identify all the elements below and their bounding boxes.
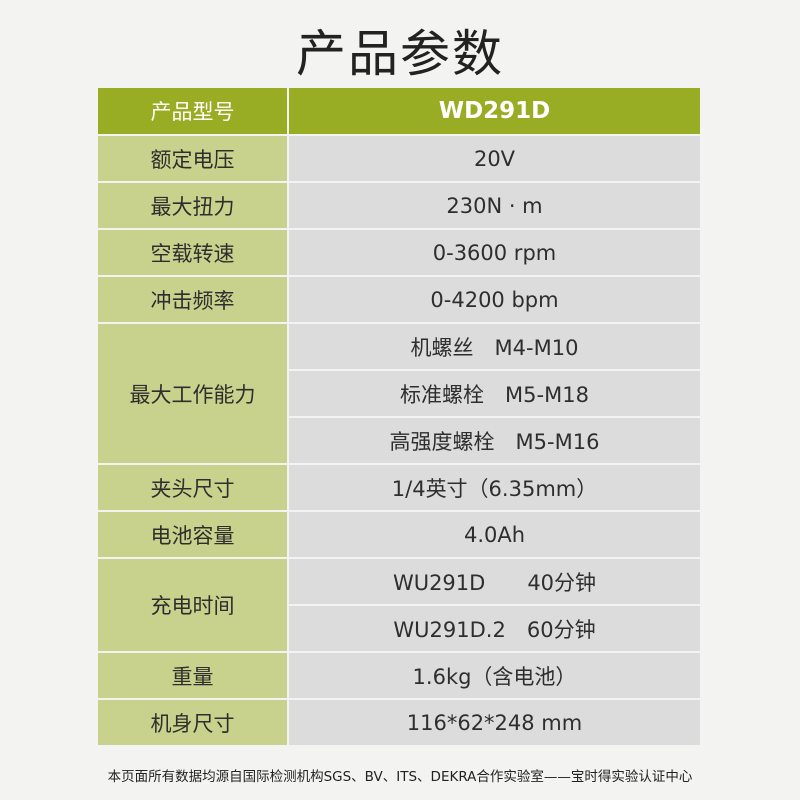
spec-values: 1/4英寸（6.35mm）	[289, 465, 700, 510]
spec-values: 机螺丝 M4-M10 标准螺栓 M5-M18 高强度螺栓 M5-M16	[289, 324, 700, 463]
spec-label: 重量	[98, 653, 287, 698]
spec-value: 1.6kg（含电池）	[289, 653, 700, 698]
header-model: WD291D	[289, 88, 700, 134]
spec-values: 1.6kg（含电池）	[289, 653, 700, 698]
footer-note: 本页面所有数据均源自国际检测机构SGS、BV、ITS、DEKRA合作实验室——宝…	[107, 769, 693, 785]
spec-table: 产品型号 WD291D 额定电压 20V 最大扭力 230N · m 空载转速 0-360…	[98, 88, 700, 745]
spec-value: 116*62*248 mm	[289, 700, 700, 745]
header-label: 产品型号	[98, 88, 287, 134]
spec-label: 夹头尺寸	[98, 465, 287, 510]
spec-value: 1/4英寸（6.35mm）	[289, 465, 700, 510]
spec-values: 20V	[289, 136, 700, 181]
spec-value: 机螺丝 M4-M10	[289, 324, 700, 369]
spec-value: 0-4200 bpm	[289, 277, 700, 322]
spec-label: 充电时间	[98, 559, 287, 651]
spec-label: 最大扭力	[98, 183, 287, 228]
spec-value: 高强度螺栓 M5-M16	[289, 418, 700, 463]
spec-label: 冲击频率	[98, 277, 287, 322]
spec-label: 最大工作能力	[98, 324, 287, 463]
spec-values: 0-4200 bpm	[289, 277, 700, 322]
spec-values: 0-3600 rpm	[289, 230, 700, 275]
spec-value: 标准螺栓 M5-M18	[289, 371, 700, 416]
spec-values: 116*62*248 mm	[289, 700, 700, 745]
spec-value: WU291D.2 60分钟	[289, 606, 700, 651]
spec-label: 空载转速	[98, 230, 287, 275]
spec-value: WU291D 40分钟	[289, 559, 700, 604]
spec-label: 电池容量	[98, 512, 287, 557]
spec-values: 4.0Ah	[289, 512, 700, 557]
spec-values: 230N · m	[289, 183, 700, 228]
spec-value: 0-3600 rpm	[289, 230, 700, 275]
spec-values: WU291D 40分钟 WU291D.2 60分钟	[289, 559, 700, 651]
spec-label: 机身尺寸	[98, 700, 287, 745]
spec-value: 230N · m	[289, 183, 700, 228]
spec-value: 4.0Ah	[289, 512, 700, 557]
spec-value: 20V	[289, 136, 700, 181]
page-title: 产品参数	[296, 25, 504, 83]
spec-label: 额定电压	[98, 136, 287, 181]
